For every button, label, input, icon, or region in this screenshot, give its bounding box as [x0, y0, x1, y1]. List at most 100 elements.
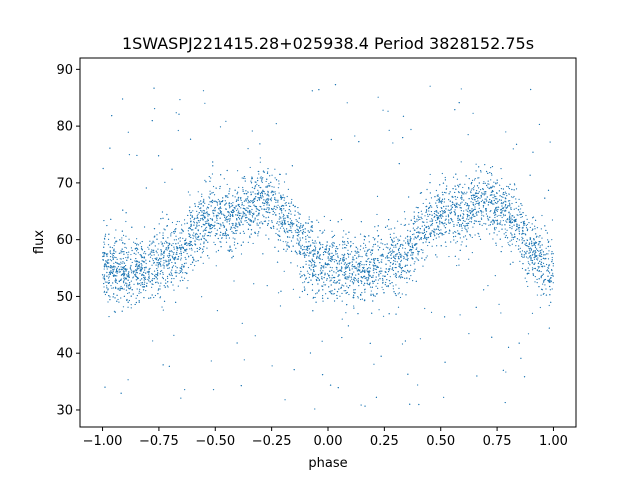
data-point [375, 276, 377, 278]
data-point [153, 87, 155, 89]
data-point [111, 256, 114, 258]
data-point [412, 223, 415, 225]
data-point [241, 215, 244, 217]
data-point [355, 261, 357, 263]
data-point [480, 194, 482, 197]
data-point [364, 236, 366, 238]
data-point [441, 200, 443, 202]
data-point [489, 187, 491, 189]
data-point [258, 197, 260, 199]
data-point [213, 213, 215, 215]
data-point [201, 193, 203, 195]
data-point [220, 246, 222, 248]
data-point [232, 204, 234, 206]
data-point [250, 193, 252, 195]
data-point [285, 241, 287, 243]
data-point [331, 269, 333, 271]
data-point [332, 241, 334, 244]
data-point [540, 294, 542, 296]
data-point [490, 179, 492, 181]
data-point [142, 289, 145, 291]
data-point [207, 241, 209, 243]
data-point [538, 254, 540, 256]
data-point [490, 191, 492, 194]
data-point [281, 220, 283, 222]
data-point [254, 187, 256, 189]
data-point [196, 224, 198, 226]
data-point [399, 263, 401, 265]
data-point [523, 254, 525, 256]
data-point [542, 257, 545, 259]
data-point [390, 238, 393, 240]
data-point [468, 207, 470, 209]
data-point [311, 226, 313, 229]
data-point [359, 298, 362, 301]
data-point [268, 209, 270, 211]
data-point [328, 291, 330, 293]
data-point [215, 265, 217, 267]
data-point [341, 267, 343, 269]
data-point [526, 245, 529, 247]
data-point [399, 277, 402, 279]
data-point [265, 200, 267, 202]
data-point [271, 174, 273, 176]
data-point [400, 260, 402, 263]
data-point [238, 223, 240, 225]
data-point [138, 264, 140, 266]
data-point [263, 171, 265, 173]
data-point [327, 252, 329, 254]
data-point [260, 176, 262, 178]
data-point [208, 257, 210, 259]
data-point [528, 262, 530, 265]
data-point [379, 255, 381, 257]
data-point [181, 247, 183, 249]
data-point [120, 274, 123, 276]
data-point [462, 217, 465, 219]
data-point [267, 202, 269, 204]
data-point [190, 214, 192, 216]
data-point [505, 203, 507, 206]
data-point [308, 266, 310, 269]
data-point [227, 249, 229, 251]
data-point [168, 244, 170, 247]
data-point [110, 285, 112, 287]
data-point [502, 193, 504, 195]
data-point [484, 198, 486, 200]
data-point [181, 266, 183, 268]
data-point [177, 129, 179, 132]
data-point [297, 239, 299, 241]
data-point [376, 271, 378, 274]
data-point [326, 273, 329, 275]
data-point [172, 242, 174, 245]
data-point [505, 231, 507, 234]
data-point [519, 260, 521, 262]
data-point [289, 218, 291, 220]
data-point [435, 219, 437, 222]
data-point [227, 218, 229, 220]
data-point [508, 193, 510, 195]
data-point [151, 264, 153, 266]
data-point [203, 198, 205, 200]
data-point [414, 244, 416, 246]
data-point [304, 253, 306, 255]
data-point [510, 208, 512, 211]
data-point [183, 251, 185, 253]
data-point [481, 192, 483, 194]
data-point [349, 246, 352, 248]
data-point [332, 244, 334, 246]
data-point [223, 213, 225, 215]
data-point [189, 228, 191, 230]
data-point [277, 204, 279, 206]
data-point [457, 216, 459, 218]
data-point [441, 198, 444, 200]
data-point [195, 260, 197, 262]
data-point [469, 212, 472, 215]
data-point [125, 256, 127, 259]
data-point [179, 240, 181, 242]
data-point [445, 223, 447, 225]
data-point [518, 224, 520, 226]
data-point [359, 233, 362, 235]
data-point [234, 208, 236, 210]
data-point [490, 194, 492, 196]
data-point [111, 287, 113, 289]
